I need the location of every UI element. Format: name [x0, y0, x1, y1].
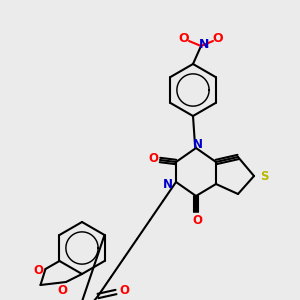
Text: N: N: [199, 38, 209, 50]
Text: O: O: [179, 32, 189, 46]
Text: O: O: [213, 32, 223, 46]
Text: N: N: [163, 178, 173, 190]
Text: O: O: [148, 152, 158, 164]
Text: O: O: [34, 265, 44, 278]
Text: O: O: [192, 214, 202, 226]
Text: O: O: [57, 284, 67, 298]
Text: O: O: [119, 284, 129, 296]
Text: N: N: [193, 139, 203, 152]
Text: S: S: [260, 169, 268, 182]
